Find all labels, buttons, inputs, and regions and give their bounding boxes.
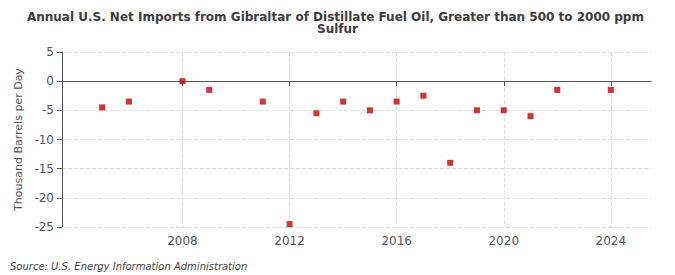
svg-text:2008: 2008	[167, 234, 198, 248]
svg-text:2024: 2024	[596, 234, 627, 248]
svg-text:2016: 2016	[381, 234, 412, 248]
svg-text:Sulfur: Sulfur	[317, 22, 358, 36]
svg-text:-5: -5	[42, 103, 54, 117]
svg-text:-10: -10	[34, 133, 54, 147]
svg-text:-20: -20	[34, 191, 54, 205]
svg-text:2020: 2020	[488, 234, 519, 248]
svg-text:5: 5	[46, 45, 54, 59]
svg-text:0: 0	[46, 74, 54, 88]
svg-text:Annual U.S. Net Imports from G: Annual U.S. Net Imports from Gibraltar o…	[26, 10, 649, 24]
svg-text:-15: -15	[34, 162, 54, 176]
svg-text:Thousand Barrels per Day: Thousand Barrels per Day	[12, 68, 25, 212]
svg-text:2012: 2012	[274, 234, 305, 248]
svg-text:-25: -25	[34, 220, 54, 234]
svg-text:Source: U.S. Energy Informatio: Source: U.S. Energy Information Administ…	[10, 261, 247, 272]
